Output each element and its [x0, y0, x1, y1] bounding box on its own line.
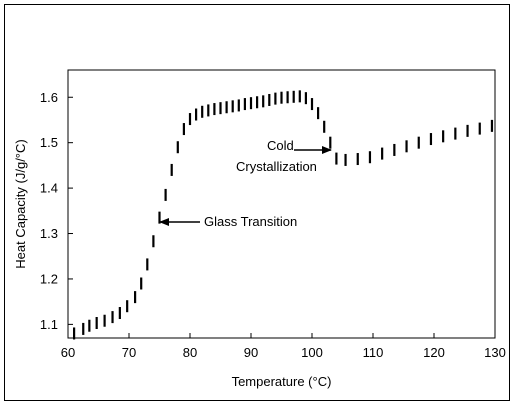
y-tick-label: 1.1 — [40, 317, 58, 332]
crystallization-label: Crystallization — [236, 159, 317, 174]
y-tick-label: 1.2 — [40, 271, 58, 286]
data-series — [72, 90, 494, 340]
x-tick-label: 100 — [301, 345, 323, 360]
y-tick-label: 1.4 — [40, 181, 58, 196]
y-tick-label: 1.3 — [40, 226, 58, 241]
x-tick-label: 120 — [423, 345, 445, 360]
y-axis: 1.1 1.2 1.3 1.4 1.5 1.6 — [40, 90, 73, 332]
x-tick-label: 90 — [244, 345, 258, 360]
x-tick-label: 130 — [484, 345, 506, 360]
cold-label: Cold — [267, 138, 294, 153]
y-tick-label: 1.5 — [40, 135, 58, 150]
x-tick-label: 70 — [122, 345, 136, 360]
y-axis-label: Heat Capacity (J/g/°C) — [13, 139, 28, 268]
glass-transition-label: Glass Transition — [204, 214, 297, 229]
x-tick-label: 60 — [61, 345, 75, 360]
x-axis-label: Temperature (°C) — [232, 374, 332, 389]
plot-area — [67, 69, 496, 339]
x-axis: 60 70 80 90 100 110 120 130 — [61, 333, 506, 360]
x-tick-label: 80 — [183, 345, 197, 360]
y-tick-label: 1.6 — [40, 90, 58, 105]
x-tick-label: 110 — [363, 345, 384, 360]
